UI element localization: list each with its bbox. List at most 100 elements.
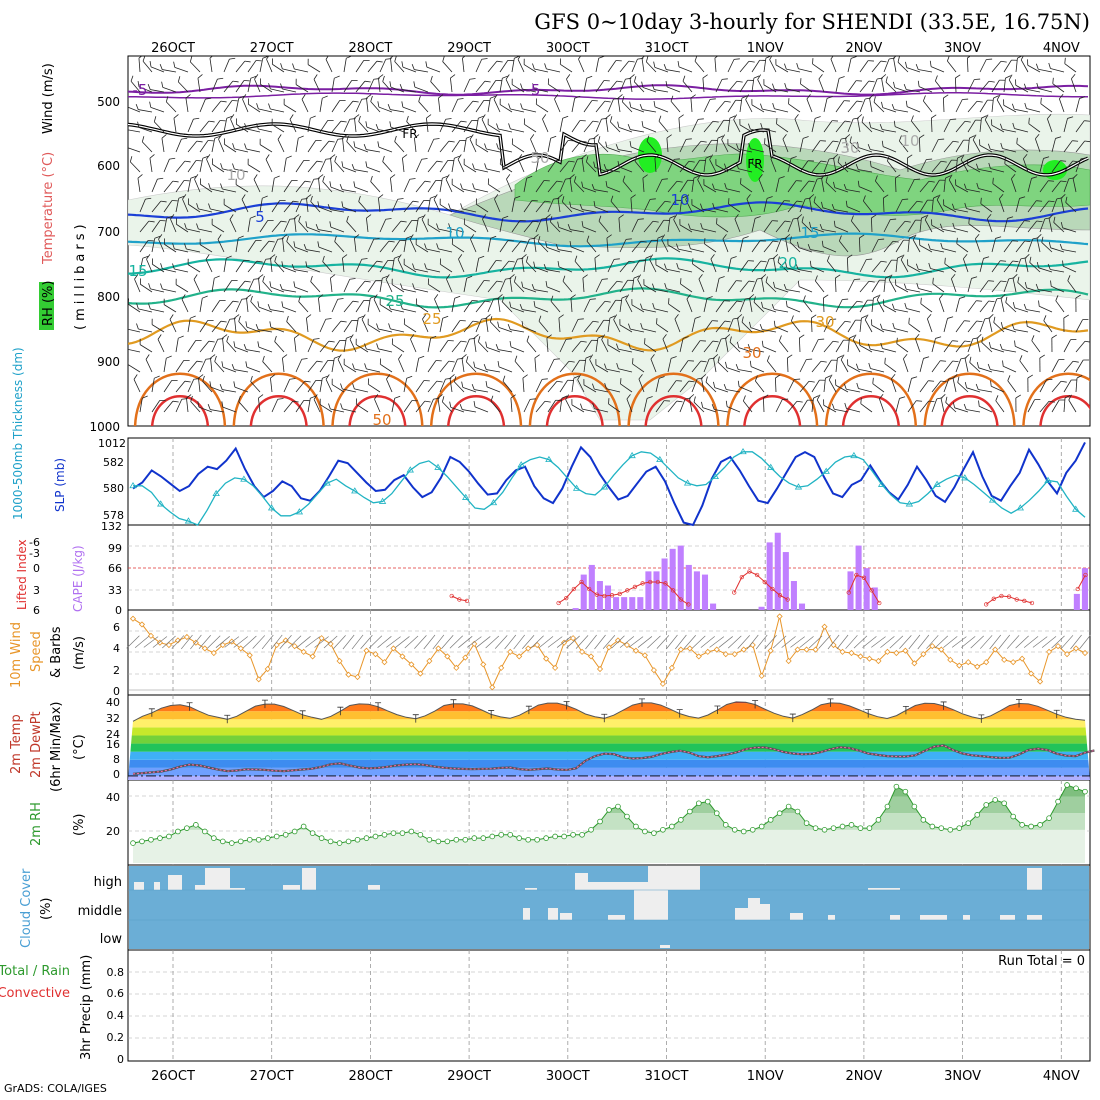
wind-barb <box>740 178 753 193</box>
barb-flag <box>993 316 996 323</box>
wind-barb <box>509 274 515 293</box>
barb-shaft <box>397 259 405 273</box>
barb-shaft <box>294 286 309 293</box>
barb-flag <box>568 160 575 163</box>
barb-shaft <box>594 206 609 213</box>
barb-flag <box>157 334 162 340</box>
barb-flag <box>478 115 484 119</box>
wind-barb <box>475 280 490 293</box>
barb-flag <box>915 219 922 221</box>
rh2m-point <box>507 831 514 838</box>
cloud-gap <box>660 945 670 948</box>
wind-barb <box>463 135 472 153</box>
barb-flag <box>1040 97 1042 104</box>
barb-flag <box>364 80 371 83</box>
barb-shaft <box>523 200 533 213</box>
barb-flag <box>411 63 415 70</box>
wind-barb <box>943 175 951 193</box>
barb-flag <box>610 195 614 202</box>
wind-barb <box>810 314 817 333</box>
wind-barb <box>931 138 945 153</box>
wind-barb <box>137 121 153 133</box>
wind-barb <box>403 375 413 393</box>
barb-flag <box>1068 394 1072 401</box>
barb-shaft <box>743 400 753 413</box>
barb-flag <box>123 124 127 129</box>
barb-shaft <box>1027 399 1035 413</box>
wind-barb <box>1068 394 1077 413</box>
wind-barb <box>862 195 873 213</box>
wind-barb <box>439 159 454 173</box>
barb-flag <box>832 120 838 122</box>
wind10-barb <box>504 634 517 650</box>
barb-flag <box>964 354 970 359</box>
barb-shaft <box>654 66 669 73</box>
wind-barb <box>1002 360 1017 373</box>
li-line <box>985 595 1033 605</box>
barb-shaft <box>535 218 542 233</box>
barb-shaft <box>981 342 993 353</box>
barb-shaft <box>152 263 165 273</box>
wind10-barb <box>951 636 967 648</box>
barb-shaft <box>631 304 645 313</box>
wind10-point <box>704 648 711 655</box>
barb-shaft <box>450 78 453 93</box>
barb-shaft <box>583 100 593 113</box>
barb-flag <box>748 143 751 149</box>
barb-shaft <box>247 260 258 273</box>
barb-flag <box>773 320 776 327</box>
barb-flag <box>879 123 883 130</box>
wind-barb <box>510 394 516 413</box>
wind-barb <box>964 354 970 373</box>
barb-flag <box>658 115 662 122</box>
barb-shaft <box>558 318 561 333</box>
barb-shaft <box>217 239 225 253</box>
barb-flag <box>634 155 638 162</box>
barb-shaft <box>355 60 365 73</box>
upper-tick: 800 <box>97 290 120 304</box>
thickness-marker <box>600 483 609 490</box>
cape-tick: 66 <box>108 562 122 575</box>
wind10-barb <box>171 635 185 649</box>
barb-shaft <box>956 243 969 253</box>
barb-shaft <box>474 168 489 173</box>
wind-barb <box>715 300 730 313</box>
upper-ylabel-temp: Temperature (°C) <box>41 152 56 265</box>
barb-shaft <box>835 120 846 133</box>
wind-barb <box>823 359 838 373</box>
wind10-barb <box>871 636 886 648</box>
wind-barb <box>1075 294 1082 313</box>
barb-shaft <box>212 163 225 173</box>
cloud-gap <box>920 915 947 920</box>
barb-shaft <box>740 183 753 193</box>
wind10-point <box>210 649 217 657</box>
wind-barb <box>883 259 898 273</box>
wind-barb <box>640 323 657 333</box>
barb-flag <box>736 300 743 303</box>
barb-flag <box>199 238 201 245</box>
barb-flag <box>1055 136 1062 139</box>
barb-shaft <box>247 240 257 253</box>
barb-shaft <box>247 218 251 233</box>
barb-flag <box>442 56 445 62</box>
wind-barb <box>722 234 729 253</box>
wind-barb <box>523 398 536 413</box>
barb-flag <box>415 238 417 245</box>
barb-flag <box>747 343 751 350</box>
wind-barb <box>322 175 333 193</box>
wind-barb <box>367 78 380 93</box>
barb-shaft <box>655 264 669 273</box>
wind-barb <box>619 60 635 73</box>
barb-flag <box>315 379 322 382</box>
wind-barb <box>763 79 777 93</box>
barb-shaft <box>1010 178 1017 193</box>
barb-flag <box>197 401 200 408</box>
wind-barb <box>1070 74 1077 93</box>
barb-flag <box>724 300 730 302</box>
barb-flag <box>589 298 596 300</box>
wind-barb <box>1051 399 1066 413</box>
wind-barb <box>496 123 513 133</box>
wind-barb <box>607 339 621 353</box>
wind-barb <box>895 255 903 273</box>
wind-barb <box>271 398 284 413</box>
